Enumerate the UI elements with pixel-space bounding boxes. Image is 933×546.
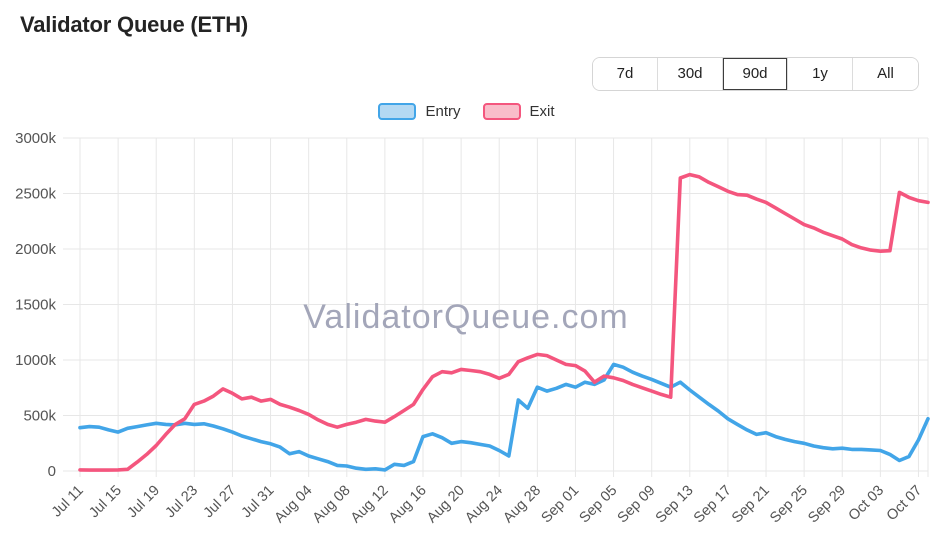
- x-axis-label: Aug 12: [348, 483, 392, 527]
- x-axis-label: Jul 27: [201, 483, 240, 522]
- y-axis-label: 2000k: [15, 241, 56, 258]
- legend-label-exit: Exit: [529, 103, 555, 120]
- x-axis-label: Oct 07: [884, 483, 926, 525]
- page-title: Validator Queue (ETH): [20, 12, 249, 37]
- range-button-30d[interactable]: 30d: [658, 58, 723, 90]
- x-axis-label: Aug 28: [500, 483, 544, 527]
- x-axis-label: Aug 16: [386, 483, 430, 527]
- x-axis-label: Aug 24: [462, 483, 506, 527]
- x-axis-label: Jul 19: [124, 483, 163, 522]
- x-axis-label: Jul 23: [162, 483, 201, 522]
- y-axis-label: 1500k: [15, 297, 56, 314]
- y-axis-label: 500k: [23, 408, 56, 425]
- legend-swatch-entry: [378, 103, 417, 120]
- time-range-selector: 7d 30d 90d 1y All: [592, 57, 919, 91]
- x-axis-label: Sep 09: [615, 483, 659, 527]
- series-line-entry: [78, 362, 930, 472]
- legend-label-entry: Entry: [425, 103, 461, 120]
- watermark: ValidatorQueue.com: [303, 298, 628, 336]
- series-line-exit: [78, 172, 930, 472]
- y-axis-label: 3000k: [15, 130, 56, 147]
- x-axis-label: Sep 21: [729, 483, 773, 527]
- range-button-90d[interactable]: 90d: [723, 58, 788, 90]
- range-button-all[interactable]: All: [853, 58, 918, 90]
- legend-item-entry[interactable]: Entry: [378, 103, 461, 120]
- range-button-7d[interactable]: 7d: [593, 58, 658, 90]
- x-axis-label: Jul 11: [49, 483, 87, 521]
- x-axis-label: Aug 08: [310, 483, 354, 527]
- x-axis-label: Aug 04: [272, 483, 316, 527]
- x-axis-label: Sep 01: [538, 483, 582, 527]
- legend-swatch-exit: [482, 103, 521, 120]
- legend-item-exit[interactable]: Exit: [482, 103, 555, 120]
- x-axis-label: Sep 17: [691, 483, 735, 527]
- x-axis-label: Sep 13: [653, 483, 697, 527]
- x-axis-label: Aug 20: [424, 483, 468, 527]
- y-axis-label: 2500k: [15, 186, 56, 203]
- x-axis-label: Sep 05: [577, 483, 621, 527]
- range-button-1y[interactable]: 1y: [788, 58, 853, 90]
- y-axis-label: 0: [48, 463, 56, 480]
- chart-legend: Entry Exit: [0, 103, 933, 120]
- x-axis-label: Sep 29: [805, 483, 849, 527]
- x-axis-label: Jul 15: [86, 483, 125, 522]
- x-axis-label: Oct 03: [846, 483, 888, 525]
- x-axis-label: Sep 25: [767, 483, 811, 527]
- y-axis-label: 1000k: [15, 352, 56, 369]
